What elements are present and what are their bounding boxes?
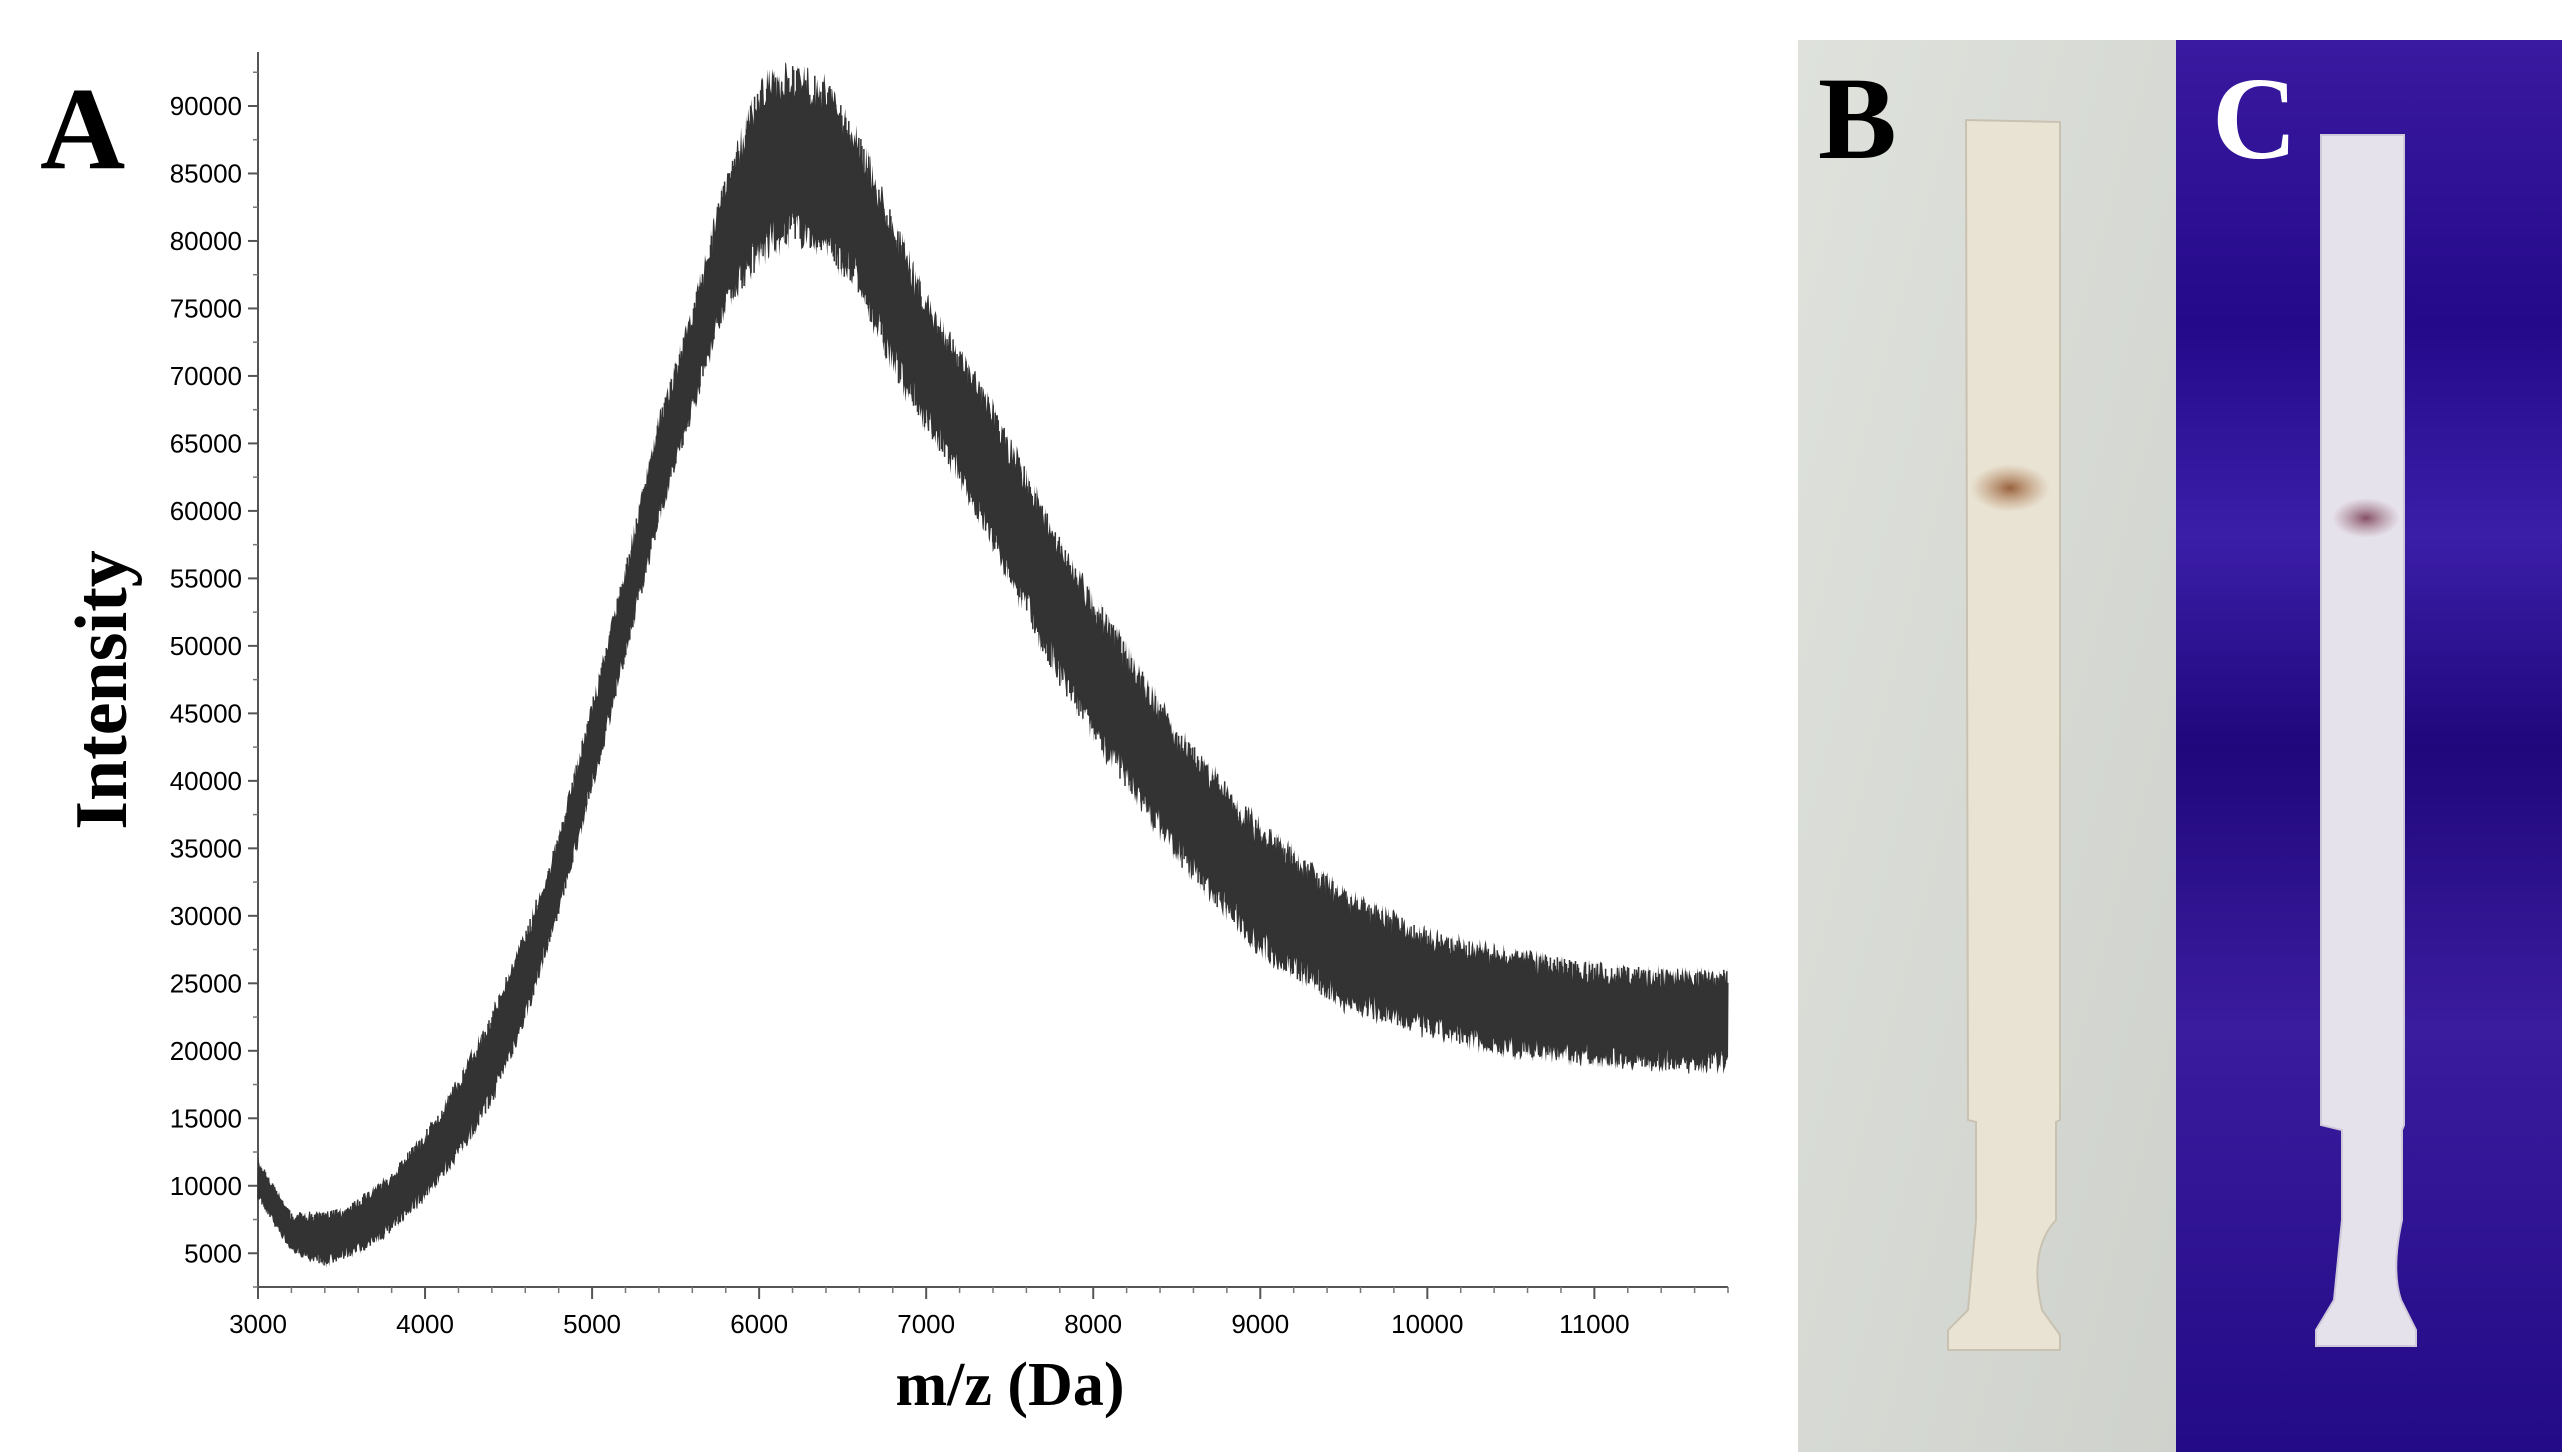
- y-tick-label: 35000: [170, 833, 242, 863]
- photo-strip-daylight: B: [1798, 40, 2176, 1452]
- x-tick-label: 6000: [730, 1309, 788, 1339]
- y-tick-label: 15000: [170, 1103, 242, 1133]
- y-tick-label: 50000: [170, 631, 242, 661]
- x-tick-label: 11000: [1559, 1309, 1629, 1339]
- y-tick-label: 10000: [170, 1171, 242, 1201]
- y-tick-label: 90000: [170, 91, 242, 121]
- y-axis-title: Intensity: [61, 550, 143, 830]
- x-axis-title: m/z (Da): [896, 1351, 1125, 1419]
- x-tick-label: 8000: [1064, 1309, 1122, 1339]
- spectrum-chart: 5000 10000 15000 20000 25000 30000 35000 40000 4…: [61, 52, 1729, 1419]
- y-tick-label: 60000: [170, 496, 242, 526]
- panel-c-label: C: [2212, 53, 2297, 184]
- y-tick-label: 45000: [170, 698, 242, 728]
- test-strip-c: [2315, 134, 2417, 1347]
- y-tick-label: 80000: [170, 226, 242, 256]
- test-strip-b: [1947, 118, 2061, 1351]
- spectrum-line: [257, 66, 1729, 1266]
- x-tick-label: 5000: [563, 1309, 621, 1339]
- x-tick-label: 4000: [396, 1309, 454, 1339]
- y-tick-label: 40000: [170, 766, 242, 796]
- photo-strip-uv: C: [2176, 40, 2562, 1452]
- y-tick-label: 55000: [170, 563, 242, 593]
- y-tick-label: 65000: [170, 428, 242, 458]
- y-axis-ticks: 5000 10000 15000 20000 25000 30000 35000 40000 4…: [170, 71, 258, 1288]
- y-tick-label: 25000: [170, 968, 242, 998]
- y-tick-label: 30000: [170, 901, 242, 931]
- test-line-spot-b: [1970, 464, 2050, 512]
- x-tick-label: 7000: [897, 1309, 955, 1339]
- x-axis-ticks: 3000 4000 5000 6000 7000 8000 9000 10000 11000: [229, 1287, 1729, 1339]
- y-tick-label: 5000: [184, 1238, 242, 1268]
- x-tick-label: 9000: [1231, 1309, 1289, 1339]
- x-tick-label: 10000: [1391, 1309, 1463, 1339]
- y-tick-label: 20000: [170, 1036, 242, 1066]
- y-tick-label: 85000: [170, 158, 242, 188]
- panel-a-label: A: [40, 63, 126, 194]
- x-tick-label: 3000: [229, 1309, 287, 1339]
- y-tick-label: 70000: [170, 361, 242, 391]
- y-tick-label: 75000: [170, 293, 242, 323]
- test-line-spot-c: [2332, 498, 2400, 538]
- panel-b-label: B: [1818, 53, 1897, 184]
